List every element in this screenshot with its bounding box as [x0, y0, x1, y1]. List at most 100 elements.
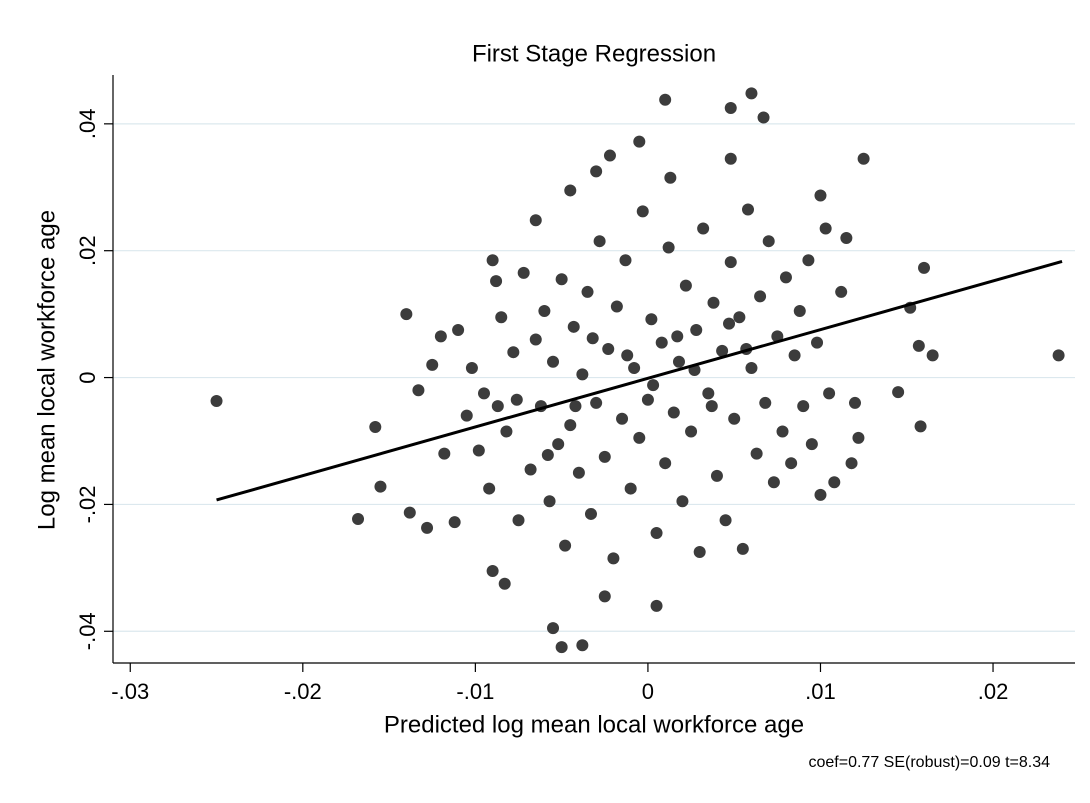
point — [771, 330, 784, 343]
point — [676, 495, 689, 508]
point — [745, 362, 758, 375]
point — [636, 205, 649, 218]
point — [555, 641, 568, 654]
point — [448, 516, 461, 529]
point — [679, 279, 692, 292]
point — [452, 323, 465, 336]
point — [541, 448, 554, 461]
point — [607, 552, 620, 565]
point — [667, 406, 680, 419]
point — [914, 420, 927, 433]
point — [650, 526, 663, 539]
point — [724, 152, 737, 165]
point — [564, 419, 577, 432]
point — [814, 189, 827, 202]
point — [555, 273, 568, 286]
x-tick-label: 0 — [642, 679, 654, 704]
point — [647, 379, 660, 392]
point — [352, 513, 365, 526]
point — [788, 349, 801, 362]
point — [759, 396, 772, 409]
point — [762, 235, 775, 248]
point — [814, 488, 827, 501]
point — [828, 476, 841, 489]
point — [710, 469, 723, 482]
point — [576, 639, 589, 652]
point — [616, 412, 629, 425]
y-tick-label: -.02 — [75, 485, 100, 523]
point — [403, 506, 416, 519]
point — [852, 431, 865, 444]
point — [491, 400, 504, 413]
point — [793, 304, 806, 317]
point — [728, 412, 741, 425]
point — [802, 254, 815, 267]
point — [500, 425, 513, 438]
x-tick-label: .01 — [805, 679, 836, 704]
point — [835, 285, 848, 298]
point — [460, 409, 473, 422]
point — [723, 317, 736, 330]
point — [776, 425, 789, 438]
point — [716, 344, 729, 357]
point — [892, 386, 905, 399]
point — [552, 438, 565, 451]
point — [590, 396, 603, 409]
point — [633, 135, 646, 148]
point — [671, 330, 684, 343]
point — [719, 514, 732, 527]
point — [845, 457, 858, 470]
point — [779, 271, 792, 284]
point — [702, 387, 715, 400]
point — [421, 521, 434, 534]
fit-line — [216, 260, 1063, 502]
point — [819, 222, 832, 235]
point — [857, 152, 870, 165]
point — [624, 482, 637, 495]
point — [412, 384, 425, 397]
point — [486, 565, 499, 578]
point — [472, 444, 485, 457]
point — [757, 111, 770, 124]
point — [664, 171, 677, 184]
point — [619, 254, 632, 267]
point — [848, 396, 861, 409]
point — [426, 358, 439, 371]
point — [584, 507, 597, 520]
point — [465, 362, 478, 375]
point — [926, 349, 939, 362]
point — [547, 622, 560, 635]
point — [707, 296, 720, 309]
point — [438, 447, 451, 460]
point — [512, 514, 525, 527]
point — [603, 149, 616, 162]
x-tick-label: .02 — [978, 679, 1009, 704]
y-tick-label: .04 — [75, 109, 100, 140]
point — [742, 203, 755, 216]
point — [785, 457, 798, 470]
point — [724, 256, 737, 269]
annotation: coef=0.77 SE(robust)=0.09 t=8.34 — [809, 754, 1051, 771]
point — [659, 457, 672, 470]
point — [590, 165, 603, 178]
x-tick-label: -.03 — [111, 679, 149, 704]
point — [693, 545, 706, 558]
point — [593, 235, 606, 248]
point — [374, 480, 387, 493]
point — [610, 300, 623, 313]
point — [572, 466, 585, 479]
point — [529, 214, 542, 227]
point — [650, 599, 663, 612]
point — [655, 336, 668, 349]
point — [369, 421, 382, 434]
point — [210, 395, 223, 408]
point — [697, 222, 710, 235]
point — [805, 438, 818, 451]
point — [559, 539, 572, 552]
point — [641, 393, 654, 406]
point — [750, 447, 763, 460]
point — [486, 254, 499, 267]
point — [400, 308, 413, 321]
point — [495, 311, 508, 324]
